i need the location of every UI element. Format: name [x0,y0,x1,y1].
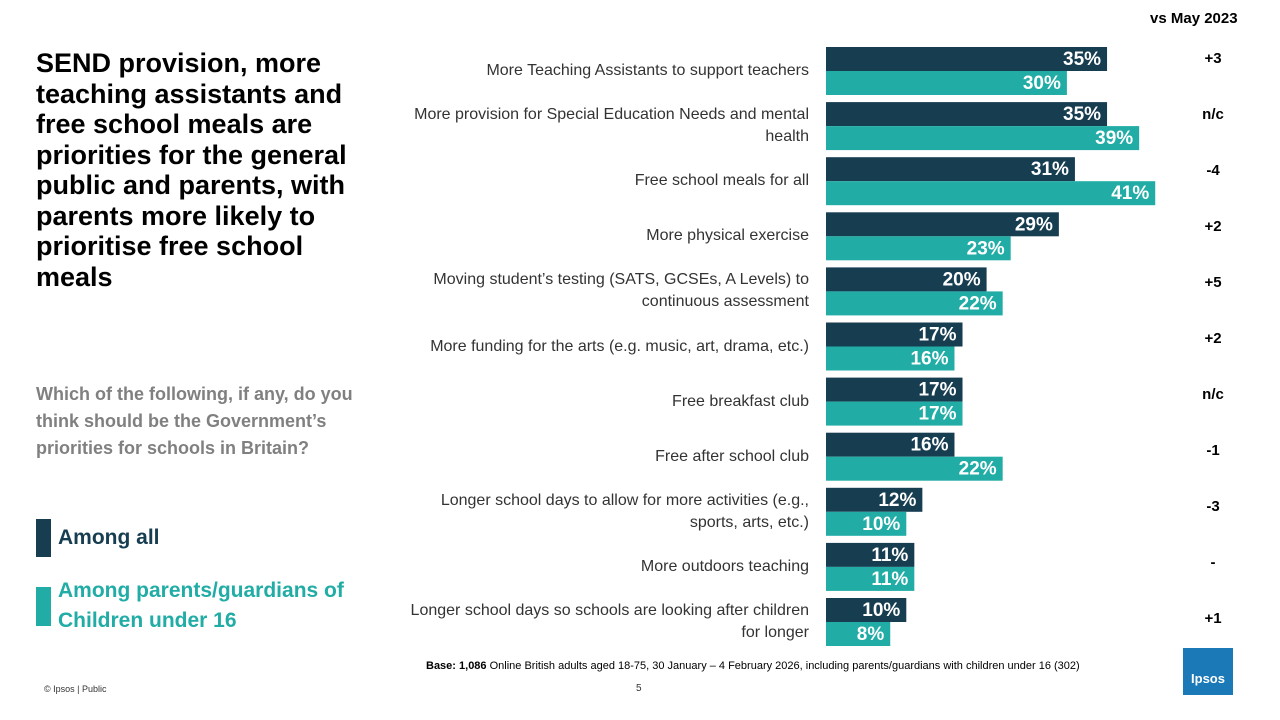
legend-swatch [36,587,51,626]
bar [826,401,963,426]
legend-swatch [36,519,51,557]
value-label: 10% [862,600,900,621]
bar [826,126,1140,151]
base-label: Base: 1,086 [426,660,487,672]
category-label: More Teaching Assistants to support teac… [486,62,809,79]
value-label: 31% [1031,159,1069,180]
change-value: -1 [1206,442,1220,459]
bar [826,622,891,646]
value-label: 10% [862,514,900,535]
logo: Ipsos [1191,671,1225,686]
category-label: Moving student’s testing (SATS, GCSEs, A… [433,271,809,311]
value-label: 12% [878,490,916,511]
bar [826,267,987,292]
bar [826,291,1003,316]
value-label: 20% [943,269,981,290]
value-label: 22% [959,293,997,314]
category-label: Free school meals for all [634,172,809,190]
value-label: 11% [871,569,908,590]
value-label: 16% [910,435,948,456]
bar [826,236,1011,261]
value-label: 11% [871,545,908,566]
bar [826,47,1108,71]
bar [826,377,963,402]
category-label: More outdoors teaching [640,557,809,575]
legend-label: Among all [58,526,160,549]
change-value: n/c [1202,106,1224,123]
value-label: 17% [918,380,956,401]
change-value: -3 [1206,498,1220,515]
change-value: +3 [1204,50,1222,67]
value-label: 41% [1111,183,1149,204]
value-label: 30% [1023,73,1061,94]
bar [826,487,923,512]
title: SEND provision, more teaching assistants… [36,48,347,292]
value-label: 39% [1095,128,1133,149]
bar [826,456,1003,481]
value-label: 35% [1063,49,1101,70]
footer: © Ipsos | Public [44,684,107,694]
value-label: 8% [857,624,885,645]
category-label: Free after school club [655,447,809,465]
value-label: 16% [910,349,948,370]
change-value: +2 [1204,218,1222,235]
subtitle: Which of the following, if any, do you t… [36,384,353,458]
bar [826,322,963,347]
bar [826,566,915,591]
bar [826,432,955,457]
value-label: 29% [1015,214,1053,235]
bar [826,542,915,567]
value-label: 22% [959,459,997,480]
logo-box [1183,648,1233,695]
page-number: 5 [636,683,642,694]
change-value: +2 [1204,330,1222,347]
value-label: 17% [918,325,956,346]
bar [826,511,907,536]
value-label: 35% [1063,104,1101,125]
change-value: - [1210,554,1216,571]
change-value: n/c [1202,386,1224,403]
change-value: -4 [1206,162,1220,179]
bar [826,71,1067,95]
base-text: Online British adults aged 18-75, 30 Jan… [489,660,1080,672]
bar [826,102,1108,127]
category-label: More physical exercise [646,227,809,245]
value-label: 23% [967,238,1005,259]
change-value: +5 [1204,274,1222,291]
bar [826,181,1156,206]
change-value: +1 [1204,610,1222,627]
category-label: Free breakfast club [672,392,809,410]
category-label: Longer school days to allow for more act… [440,491,809,531]
bar [826,346,955,371]
bar [826,212,1059,237]
category-label: More provision for Special Education Nee… [414,106,809,146]
legend-label: Among parents/guardians of Children unde… [58,579,344,632]
change-header: vs May 2023 [1150,10,1238,27]
category-label: More funding for the arts (e.g. music, a… [430,337,809,355]
bar [826,157,1075,182]
category-label: Longer school days so schools are lookin… [410,602,809,641]
value-label: 17% [918,404,956,425]
bar [826,598,907,622]
base-note: Base: 1,086 Online British adults aged 1… [426,660,1080,672]
